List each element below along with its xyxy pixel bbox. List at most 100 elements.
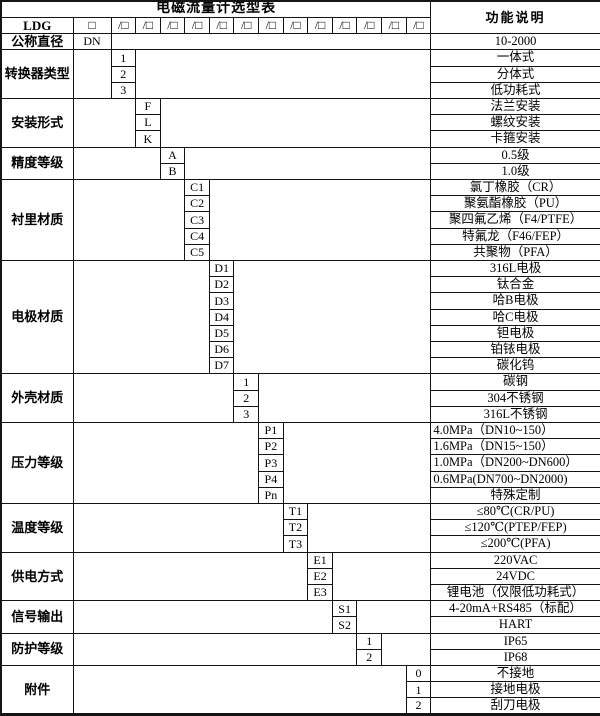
desc-cell-installation-type-2: 卡箍安装 — [430, 130, 600, 148]
empty-region-left-accessories — [72, 665, 407, 715]
desc-cell-electrode-material-6: 碳化钨 — [430, 357, 600, 375]
desc-cell-protection-rating-0: IP65 — [430, 632, 600, 650]
table-title: 电磁流量计选型表 — [0, 0, 432, 18]
desc-cell-installation-type-1: 螺纹安装 — [430, 114, 600, 132]
code-cell-power-supply-E3: E3 — [307, 583, 333, 602]
code-cell-electrode-material-D7: D7 — [208, 357, 235, 375]
model-code-option-slot: /□ — [356, 16, 383, 35]
desc-cell-converter-type-2: 低功耗式 — [430, 81, 600, 99]
series-code-label: LDG — [0, 16, 74, 35]
code-cell-liner-material-C2: C2 — [184, 195, 210, 213]
section-label-signal-output: 信号输出 — [0, 600, 74, 634]
model-code-option-slot: /□ — [184, 16, 210, 35]
empty-region-left-protection-rating — [72, 632, 358, 667]
code-cell-electrode-material-D5: D5 — [208, 324, 235, 342]
desc-cell-housing-material-2: 316L不锈钢 — [430, 405, 600, 423]
empty-region-left-electrode-material — [72, 259, 210, 375]
model-code-option-slot: /□ — [258, 16, 284, 35]
code-cell-liner-material-C1: C1 — [184, 178, 210, 197]
code-cell-electrode-material-D4: D4 — [208, 308, 235, 326]
desc-cell-liner-material-1: 聚氨酯橡胶（PU） — [430, 195, 600, 213]
code-cell-signal-output-S2: S2 — [331, 616, 358, 634]
code-cell-protection-rating-2: 2 — [356, 648, 383, 667]
empty-region-left-housing-material — [72, 373, 235, 423]
model-code-option-slot: /□ — [282, 16, 309, 35]
desc-cell-liner-material-3: 特氟龙（F46/FEP） — [430, 227, 600, 245]
code-cell-accuracy-class-A: A — [159, 146, 186, 164]
desc-cell-installation-type-0: 法兰安装 — [430, 97, 600, 116]
desc-cell-accessories-2: 刮刀电极 — [430, 697, 600, 715]
desc-cell-converter-type-1: 分体式 — [430, 65, 600, 83]
empty-region-right-nominal-diameter — [110, 33, 432, 51]
desc-cell-accuracy-class-1: 1.0级 — [430, 162, 600, 180]
desc-cell-accuracy-class-0: 0.5级 — [430, 146, 600, 164]
desc-cell-pressure-rating-2: 1.0MPa（DN200~DN600） — [430, 454, 600, 472]
empty-region-left-installation-type — [72, 97, 137, 148]
code-cell-converter-type-2: 2 — [110, 65, 137, 83]
model-code-option-slot: /□ — [381, 16, 407, 35]
model-code-option-slot: /□ — [135, 16, 161, 35]
code-cell-electrode-material-D3: D3 — [208, 292, 235, 310]
desc-cell-pressure-rating-3: 0.6MPa(DN700~DN2000) — [430, 470, 600, 488]
model-code-option-slot: /□ — [405, 16, 432, 35]
model-code-option-slot: /□ — [110, 16, 137, 35]
desc-cell-electrode-material-2: 哈B电极 — [430, 292, 600, 310]
model-code-option-slot: /□ — [159, 16, 186, 35]
desc-cell-electrode-material-5: 铂铱电极 — [430, 340, 600, 359]
code-cell-accessories-1: 1 — [405, 681, 432, 699]
section-label-temperature-rating: 温度等级 — [0, 502, 74, 553]
model-code-option-slot: /□ — [233, 16, 260, 35]
empty-region-right-converter-type — [135, 49, 432, 99]
code-cell-electrode-material-D1: D1 — [208, 259, 235, 278]
code-cell-pressure-rating-P2: P2 — [258, 438, 284, 456]
section-label-nominal-diameter: 公称直径 — [0, 33, 74, 51]
desc-cell-protection-rating-1: IP68 — [430, 648, 600, 667]
desc-cell-pressure-rating-1: 1.6MPa（DN15~150） — [430, 438, 600, 456]
code-cell-accessories-0: 0 — [405, 665, 432, 683]
model-code-base-slot: □ — [72, 16, 112, 35]
code-cell-liner-material-C3: C3 — [184, 211, 210, 229]
empty-region-right-temperature-rating — [307, 502, 432, 553]
desc-cell-power-supply-1: 24VDC — [430, 567, 600, 586]
section-label-pressure-rating: 压力等级 — [0, 421, 74, 504]
empty-region-left-pressure-rating — [72, 421, 260, 504]
code-cell-protection-rating-1: 1 — [356, 632, 383, 650]
empty-region-right-accuracy-class — [184, 146, 432, 180]
empty-region-left-power-supply — [72, 551, 309, 602]
empty-region-right-housing-material — [258, 373, 432, 423]
code-cell-liner-material-C5: C5 — [184, 243, 210, 261]
desc-cell-pressure-rating-0: 4.0MPa（DN10~150） — [430, 421, 600, 440]
empty-region-left-temperature-rating — [72, 502, 284, 553]
section-label-installation-type: 安装形式 — [0, 97, 74, 148]
desc-cell-housing-material-1: 304不锈钢 — [430, 389, 600, 407]
code-cell-power-supply-E1: E1 — [307, 551, 333, 569]
function-column-header: 功能说明 — [430, 0, 600, 35]
section-label-converter-type: 转换器类型 — [0, 49, 74, 99]
empty-region-right-protection-rating — [381, 632, 432, 667]
desc-cell-nominal-diameter-0: 10-2000 — [430, 33, 600, 51]
desc-cell-electrode-material-3: 哈C电极 — [430, 308, 600, 326]
desc-cell-liner-material-2: 聚四氟乙烯（F4/PTFE） — [430, 211, 600, 229]
code-cell-temperature-rating-T1: T1 — [282, 502, 309, 521]
model-code-option-slot: /□ — [208, 16, 235, 35]
desc-cell-signal-output-0: 4-20mA+RS485（标配） — [430, 600, 600, 618]
section-label-accessories: 附件 — [0, 665, 74, 715]
desc-cell-liner-material-0: 氯丁橡胶（CR） — [430, 178, 600, 197]
code-cell-installation-type-L: L — [135, 114, 161, 132]
empty-region-left-accuracy-class — [72, 146, 161, 180]
code-cell-installation-type-K: K — [135, 130, 161, 148]
code-cell-nominal-diameter-DN: DN — [72, 33, 112, 51]
desc-cell-power-supply-2: 锂电池（仅限低功耗式） — [430, 583, 600, 602]
empty-region-left-signal-output — [72, 600, 333, 634]
empty-region-left-converter-type — [72, 49, 112, 99]
desc-cell-accessories-1: 接地电极 — [430, 681, 600, 699]
code-cell-housing-material-2: 2 — [233, 389, 260, 407]
desc-cell-pressure-rating-4: 特殊定制 — [430, 486, 600, 504]
code-cell-pressure-rating-P1: P1 — [258, 421, 284, 440]
model-code-option-slot: /□ — [307, 16, 333, 35]
desc-cell-temperature-rating-0: ≤80℃(CR/PU) — [430, 502, 600, 521]
model-code-option-slot: /□ — [331, 16, 358, 35]
